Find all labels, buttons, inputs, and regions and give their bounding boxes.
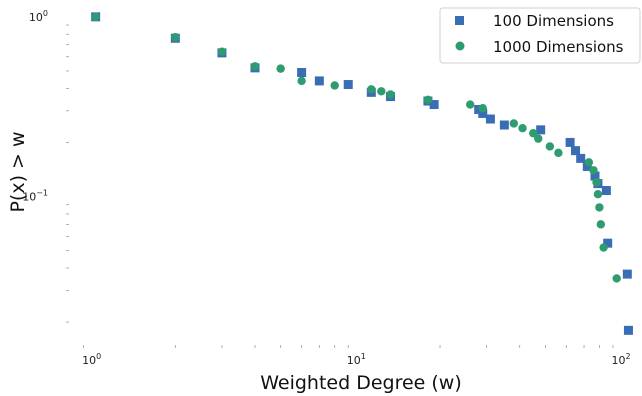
point-1000-dimensions-17 bbox=[545, 142, 555, 151]
point-100-dimensions-17 bbox=[571, 146, 581, 156]
point-1000-dimensions-26 bbox=[612, 274, 621, 283]
point-1000-dimensions-14 bbox=[518, 124, 527, 133]
point-1000-dimensions-18 bbox=[554, 148, 563, 158]
minor-ticks bbox=[66, 24, 614, 348]
point-100-dimensions-4 bbox=[297, 68, 307, 78]
point-1000-dimensions-1 bbox=[171, 33, 180, 42]
y-tick-label-1: 100 bbox=[29, 9, 48, 24]
point-100-dimensions-23 bbox=[603, 238, 613, 248]
point-100-dimensions-5 bbox=[314, 76, 324, 86]
point-1000-dimensions-0 bbox=[91, 12, 100, 22]
legend-label-100-dimensions: 100 Dimensions bbox=[493, 12, 614, 30]
point-1000-dimensions-5 bbox=[297, 76, 306, 86]
point-1000-dimensions-4 bbox=[276, 64, 285, 73]
point-100-dimensions-18 bbox=[576, 153, 586, 163]
point-100-dimensions-15 bbox=[536, 125, 546, 135]
point-1000-dimensions-25 bbox=[599, 243, 608, 252]
legend-label-1000-dimensions: 1000 Dimensions bbox=[493, 38, 624, 56]
point-100-dimensions-19 bbox=[582, 161, 592, 171]
x-tick-label-1: 101 bbox=[347, 352, 366, 367]
point-100-dimensions-12 bbox=[478, 108, 488, 118]
point-1000-dimensions-11 bbox=[465, 100, 475, 109]
point-1000-dimensions-19 bbox=[584, 158, 594, 167]
point-100-dimensions-14 bbox=[499, 120, 509, 130]
x-tick-label-0: 100 bbox=[82, 352, 101, 367]
point-100-dimensions-20 bbox=[590, 171, 600, 181]
point-100-dimensions-24 bbox=[622, 269, 632, 279]
point-1000-dimensions-6 bbox=[330, 81, 339, 90]
point-100-dimensions-13 bbox=[485, 114, 495, 124]
point-100-dimensions-22 bbox=[601, 186, 611, 196]
point-1000-dimensions-15 bbox=[529, 129, 538, 138]
point-1000-dimensions-21 bbox=[592, 178, 601, 187]
point-100-dimensions-10 bbox=[429, 100, 439, 110]
point-100-dimensions-16 bbox=[565, 137, 575, 147]
point-1000-dimensions-3 bbox=[250, 62, 260, 71]
legend-frame bbox=[439, 7, 641, 64]
point-1000-dimensions-24 bbox=[596, 220, 606, 229]
x-axis-title: Weighted Degree (w) bbox=[260, 372, 462, 394]
point-100-dimensions-25 bbox=[623, 325, 633, 335]
point-1000-dimensions-10 bbox=[423, 95, 433, 105]
point-1000-dimensions-2 bbox=[217, 47, 227, 56]
data-points bbox=[91, 12, 633, 335]
point-1000-dimensions-20 bbox=[589, 166, 598, 175]
x-tick-label-2: 102 bbox=[611, 352, 630, 367]
point-1000-dimensions-7 bbox=[367, 85, 376, 94]
point-1000-dimensions-16 bbox=[534, 134, 543, 143]
point-1000-dimensions-8 bbox=[377, 87, 386, 96]
point-1000-dimensions-9 bbox=[386, 90, 395, 99]
point-1000-dimensions-22 bbox=[593, 190, 603, 199]
point-1000-dimensions-23 bbox=[595, 203, 604, 212]
point-1000-dimensions-13 bbox=[509, 119, 519, 128]
point-100-dimensions-6 bbox=[343, 80, 353, 90]
point-1000-dimensions-12 bbox=[478, 104, 487, 113]
y-axis-title: P(x) > w bbox=[7, 131, 29, 212]
legend-marker-1000-dimensions bbox=[455, 41, 465, 51]
legend-marker-100-dimensions bbox=[455, 16, 464, 25]
legend: 100 Dimensions 1000 Dimensions bbox=[439, 7, 641, 64]
